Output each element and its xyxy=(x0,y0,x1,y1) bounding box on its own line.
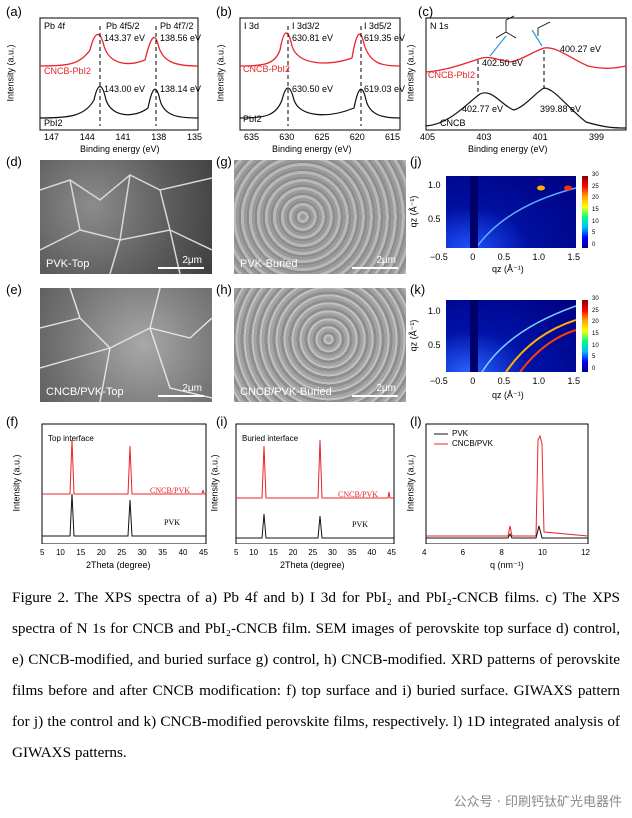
pb4f-peak1: Pb 4f5/2 xyxy=(106,21,140,31)
giwaxs-control-xticks: −0.5 0 0.5 1.0 1.5 xyxy=(430,252,580,262)
i3d-xlabel: Binding energy (eV) xyxy=(272,144,352,154)
xps-i3d-plot xyxy=(239,17,401,131)
panel-d-label: (d) xyxy=(6,154,22,169)
i3d-ylabel: Intensity (a.u.) xyxy=(215,44,226,102)
giwaxs-control-ytick-1: 1.0 xyxy=(428,180,441,190)
pb4f-peak2: Pb 4f7/2 xyxy=(160,21,194,31)
giwaxs-control-xlabel: qz (Å⁻¹) xyxy=(492,264,524,274)
sem-cncb-top-label: CNCB/PVK-Top xyxy=(46,386,124,398)
sem-cncb-top-scale: 2μm xyxy=(182,383,202,394)
n1s-xlabel: Binding energy (eV) xyxy=(468,144,548,154)
panel-g-label: (g) xyxy=(216,154,232,169)
panel-h-label: (h) xyxy=(216,282,232,297)
i3d-peak1: I 3d3/2 xyxy=(292,21,320,31)
pb4f-ylabel: Intensity (a.u.) xyxy=(5,44,16,102)
giwaxs-cncb-xlabel: qz (Å⁻¹) xyxy=(492,390,524,400)
i3d-title: I 3d xyxy=(244,21,260,31)
n1s-xticks: 405 403 401 399 xyxy=(420,132,604,142)
xrd-top-series1: CNCB/PVK xyxy=(150,486,191,495)
n1s-v2: 402.50 eV xyxy=(482,58,524,68)
n1s-series2: CNCB xyxy=(440,118,466,128)
sem-cncb-buried: CNCB/PVK-Buried 2μm xyxy=(234,288,406,402)
giwaxs-1d-xlabel: q (nm⁻¹) xyxy=(490,560,524,570)
n1s-v1: 400.27 eV xyxy=(560,44,602,54)
i3d-v4: 619.03 eV xyxy=(364,84,406,94)
n1s-v4: 399.88 eV xyxy=(540,104,582,114)
xrd-buried-series1: CNCB/PVK xyxy=(338,490,379,499)
panel-e-label: (e) xyxy=(6,282,22,297)
xrd-buried-title: Buried interface xyxy=(242,434,299,443)
i3d-v2: 619.35 eV xyxy=(364,33,406,43)
sem-pvk-buried-label: PVK-Buried xyxy=(240,258,298,270)
pb4f-xticks: 147 144 141 138 135 xyxy=(44,132,202,142)
pb4f-v4: 138.14 eV xyxy=(160,84,202,94)
xps-n1s-plot xyxy=(425,15,627,131)
xrd-buried-series2: PVK xyxy=(352,520,369,529)
giwaxs-1d-series1: PVK xyxy=(452,429,469,438)
xrd-buried-xlabel: 2Theta (degree) xyxy=(280,560,345,570)
i3d-series2: PbI2 xyxy=(243,114,262,124)
giwaxs-1d-xticks: 4 6 8 10 12 xyxy=(422,548,590,557)
sem-pvk-top-scale: 2μm xyxy=(182,255,202,266)
panel-f-label: (f) xyxy=(6,414,19,429)
sem-pvk-buried: PVK-Buried 2μm xyxy=(234,160,406,274)
i3d-series1: CNCB-PbI2 xyxy=(243,64,291,74)
panel-i-label: (i) xyxy=(216,414,228,429)
sem-pvk-top: PVK-Top 2μm xyxy=(40,160,212,274)
giwaxs-cncb-ylabel: qz (Å⁻¹) xyxy=(408,319,419,352)
pb4f-xlabel: Binding energy (eV) xyxy=(80,144,160,154)
giwaxs-1d-ylabel: Intensity (a.u.) xyxy=(405,454,416,512)
pb4f-title: Pb 4f xyxy=(44,21,66,31)
pb4f-series2: PbI2 xyxy=(44,118,63,128)
pb4f-v3: 143.00 eV xyxy=(104,84,146,94)
xps-pb4f-plot xyxy=(39,17,199,131)
n1s-title: N 1s xyxy=(430,21,449,31)
n1s-series1: CNCB-PbI2 xyxy=(428,70,476,80)
i3d-xticks: 635 630 625 620 615 xyxy=(244,132,400,142)
panel-j-label: (j) xyxy=(410,154,422,169)
sem-cncb-buried-label: CNCB/PVK-Buried xyxy=(240,386,332,398)
xrd-buried-xticks: 5 10 15 20 25 30 35 40 45 xyxy=(234,548,396,557)
panel-a-label: (a) xyxy=(6,4,22,19)
panel-b-label: (b) xyxy=(216,4,232,19)
giwaxs-control-cbar: 30 25 20 15 10 5 0 xyxy=(592,172,599,248)
sem-cncb-buried-scale: 2μm xyxy=(376,383,396,394)
xrd-top-title: Top interface xyxy=(48,434,94,443)
watermark: 公众号 · 印刷钙钛矿光电器件 xyxy=(453,795,622,810)
giwaxs-control-ylabel: qz (Å⁻¹) xyxy=(408,195,419,228)
n1s-v3: 402.77 eV xyxy=(462,104,504,114)
giwaxs-1d-series2: CNCB/PVK xyxy=(452,439,493,448)
i3d-v3: 630.50 eV xyxy=(292,84,334,94)
panel-l-label: (l) xyxy=(410,414,422,429)
xrd-top-ylabel: Intensity (a.u.) xyxy=(11,454,22,512)
xrd-top-xlabel: 2Theta (degree) xyxy=(86,560,151,570)
xrd-buried-ylabel: Intensity (a.u.) xyxy=(209,454,220,512)
xrd-top-series2: PVK xyxy=(164,518,181,527)
sem-pvk-buried-scale: 2μm xyxy=(376,255,396,266)
figure-caption: Figure 2. The XPS spectra of a) Pb 4f an… xyxy=(12,589,620,761)
panel-c-label: (c) xyxy=(418,4,434,19)
panel-k-label: (k) xyxy=(410,282,426,297)
giwaxs-cncb-ytick-1: 1.0 xyxy=(428,306,441,316)
giwaxs-cncb-xticks: −0.5 0 0.5 1.0 1.5 xyxy=(430,376,580,386)
xrd-top-xticks: 5 10 15 20 25 30 35 40 45 xyxy=(40,548,208,557)
giwaxs-control-ytick-2: 0.5 xyxy=(428,214,441,224)
n1s-ylabel: Intensity (a.u.) xyxy=(405,44,416,102)
pb4f-series1: CNCB-PbI2 xyxy=(44,66,92,76)
i3d-v1: 630.81 eV xyxy=(292,33,334,43)
sem-cncb-top: CNCB/PVK-Top 2μm xyxy=(40,288,212,402)
giwaxs-cncb-ytick-2: 0.5 xyxy=(428,340,441,350)
pb4f-v2: 138.56 eV xyxy=(160,33,202,43)
i3d-peak2: I 3d5/2 xyxy=(364,21,392,31)
sem-pvk-top-label: PVK-Top xyxy=(46,258,90,270)
giwaxs-cncb-cbar: 30 25 20 15 10 5 0 xyxy=(592,296,599,372)
pb4f-v1: 143.37 eV xyxy=(104,33,146,43)
